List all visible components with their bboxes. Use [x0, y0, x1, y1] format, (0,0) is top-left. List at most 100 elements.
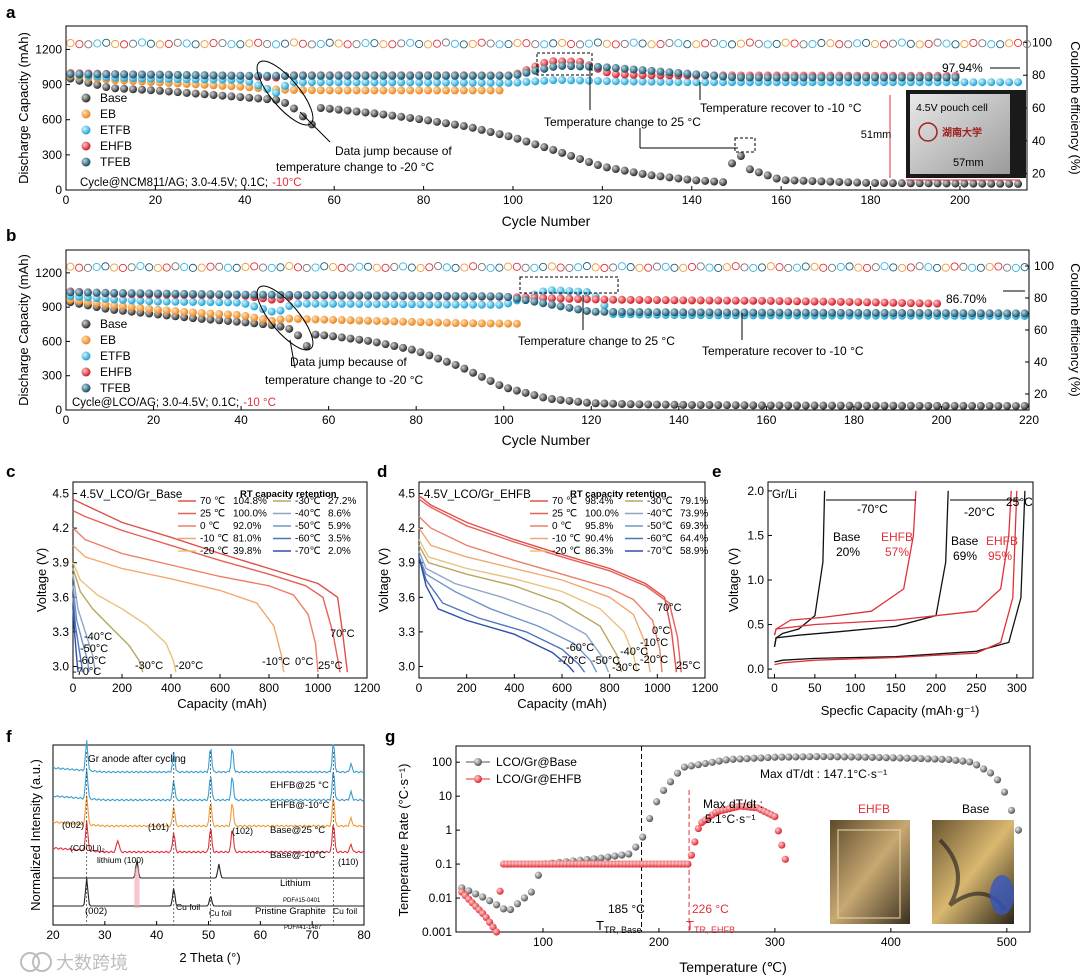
- ce-point: [617, 262, 626, 271]
- data-point-tfeb: [512, 294, 521, 303]
- ce-point: [468, 39, 477, 48]
- ce-point: [950, 262, 959, 271]
- x-tick-label: 40: [238, 193, 252, 207]
- ce-point: [924, 263, 933, 272]
- data-point-eb: [460, 319, 469, 328]
- data-point-etfb: [468, 78, 477, 87]
- ce-point: [701, 39, 710, 48]
- data-point-tfeb: [539, 299, 548, 308]
- data-point-etfb: [390, 300, 399, 309]
- ce-point: [75, 263, 84, 272]
- data-point-tfeb: [647, 66, 656, 75]
- data-point-eb: [325, 86, 334, 95]
- y-tick-label: 3.6: [52, 590, 69, 604]
- panel-letter: d: [377, 462, 387, 481]
- curve-label: -20°C: [175, 660, 203, 672]
- ce-point: [531, 40, 540, 49]
- coulomb-efficiency-points: [66, 261, 1029, 272]
- data-point-etfb: [441, 78, 450, 87]
- ce-point: [870, 40, 880, 49]
- data-point-tfeb: [933, 73, 942, 82]
- y-tick-label: 0: [55, 183, 62, 197]
- curve-label: 25°C: [318, 660, 343, 672]
- curve-label: 70°C: [330, 628, 355, 640]
- data-point-tfeb: [320, 291, 329, 300]
- y-ticks: 0.001 0.01 0.1 1 10 100: [422, 755, 460, 939]
- rate-point-base: [889, 754, 897, 762]
- data-point-tfeb: [687, 308, 696, 317]
- y-tick-label: 900: [42, 300, 62, 314]
- curve-label: -40°C: [620, 646, 648, 658]
- x-axis-label: Temperature (℃): [679, 959, 787, 975]
- data-point-base: [985, 401, 994, 410]
- label-base-20: Base: [951, 534, 979, 548]
- university-logo-icon: [918, 122, 938, 142]
- y-tick-label: 1200: [35, 266, 62, 280]
- curve-7: [418, 556, 598, 673]
- data-point-tfeb: [495, 292, 504, 301]
- data-point-etfb: [960, 78, 969, 87]
- y-tick-label: 0.5: [747, 618, 764, 632]
- jump-annotation-1: Data jump because of: [335, 144, 452, 158]
- ce-point: [941, 263, 950, 272]
- curve-label: 0°C: [652, 625, 671, 637]
- rate-point-base: [492, 901, 501, 909]
- data-point-base: [978, 179, 987, 188]
- data-point-tfeb: [591, 307, 600, 316]
- x-tick-label: 50: [202, 928, 216, 942]
- ce-point: [835, 40, 844, 49]
- curve-label: -70°C: [558, 655, 586, 667]
- legend-temp: -10 ℃: [552, 534, 580, 545]
- rate-point-base: [1014, 826, 1023, 834]
- data-point-etfb: [316, 78, 325, 87]
- data-point-tfeb: [665, 68, 674, 77]
- data-point-tfeb: [200, 71, 209, 80]
- data-point-etfb: [343, 78, 352, 87]
- data-point-tfeb: [258, 290, 267, 299]
- data-point-tfeb: [593, 62, 602, 71]
- data-point-tfeb: [406, 71, 415, 80]
- trace-label: Pristine Graphite: [255, 906, 326, 917]
- data-point-eb: [361, 86, 370, 95]
- legend-temp: -30℃: [647, 496, 673, 507]
- data-point-tfeb: [241, 290, 250, 299]
- data-point-tfeb: [486, 292, 495, 301]
- y-tick-label: 100: [432, 755, 452, 769]
- data-point-base: [701, 176, 710, 185]
- rate-point-ehfb: [496, 887, 504, 895]
- data-point-eb: [486, 86, 495, 95]
- data-point-eb: [162, 306, 171, 315]
- x-tick-label: 100: [845, 681, 865, 695]
- data-point-base: [853, 178, 862, 187]
- data-point-tfeb: [968, 309, 977, 318]
- ce-point: [687, 262, 697, 271]
- data-point-tfeb: [888, 73, 897, 82]
- x-tick-label: 80: [417, 193, 431, 207]
- data-point-eb: [127, 303, 136, 312]
- ce-point: [674, 39, 683, 48]
- ce-point: [808, 40, 817, 49]
- data-point-eb: [388, 86, 397, 95]
- legend-temp: -20 ℃: [200, 546, 228, 557]
- rate-point-base: [986, 769, 995, 777]
- data-point-base: [951, 179, 960, 188]
- rate-point-base: [611, 852, 619, 860]
- tr-ehfb-label: TTR, EHFB: [686, 918, 735, 935]
- retention-label: 97.94%: [942, 61, 983, 75]
- data-point-tfeb: [263, 71, 272, 80]
- data-point-base: [197, 314, 206, 323]
- ce-point: [714, 263, 723, 272]
- y-tick-label: 10: [439, 789, 453, 803]
- data-point-base: [486, 376, 495, 385]
- ce-point: [853, 39, 862, 48]
- data-point-ehfb: [924, 299, 933, 308]
- legend-value: 69.3%: [680, 521, 708, 532]
- data-point-eb: [145, 304, 154, 313]
- data-point-base: [329, 332, 338, 341]
- legend-value: 73.9%: [680, 509, 708, 520]
- legend-label-etfb: ETFB: [100, 349, 131, 363]
- dashed-box-1: [536, 52, 593, 76]
- x-ticks: 0 20 40 60 80 100 120 140 160 180 200 220: [63, 406, 1039, 427]
- data-point-base: [969, 179, 978, 188]
- data-point-base: [334, 105, 343, 114]
